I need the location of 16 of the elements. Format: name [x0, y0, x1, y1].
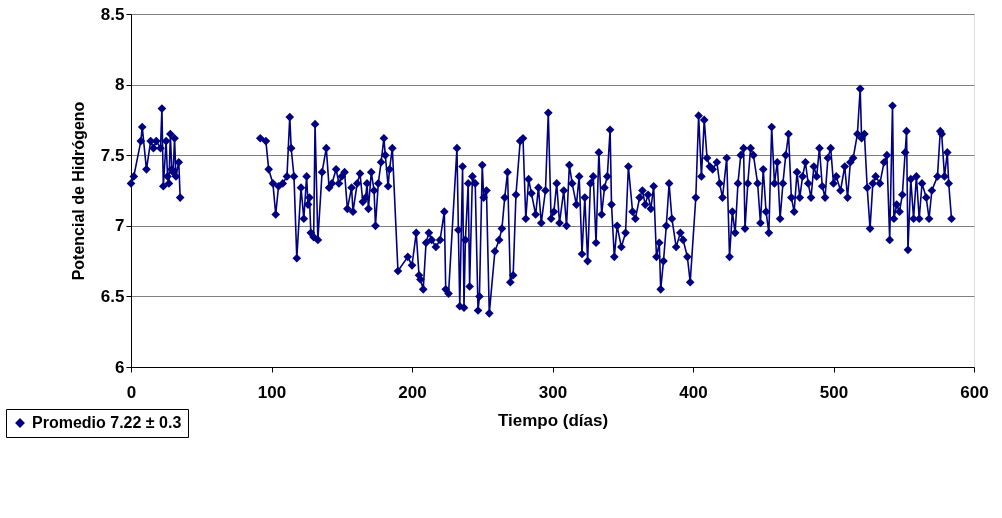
x-tick-label: 600 — [960, 382, 989, 402]
x-tick-label: 100 — [257, 382, 287, 402]
y-tick-label: 7 — [115, 216, 125, 236]
y-tick-label: 6 — [115, 357, 125, 377]
x-axis-title: Tiempo (días) — [497, 410, 609, 430]
y-tick-label: 8.5 — [100, 4, 125, 24]
y-axis-title: Potencial de Hidrógeno — [69, 101, 87, 281]
y-tick-label: 6.5 — [100, 286, 125, 306]
x-tick-label: 400 — [679, 382, 708, 402]
y-tick-label: 8 — [115, 75, 125, 95]
y-tick-label: 7.5 — [100, 145, 125, 165]
x-tick-label: 200 — [398, 382, 427, 402]
legend-label: Promedio 7.22 ± 0.3 — [32, 414, 182, 431]
x-tick-label: 300 — [538, 382, 568, 402]
x-tick-label: 500 — [819, 382, 849, 402]
x-tick-label: 0 — [126, 382, 137, 402]
